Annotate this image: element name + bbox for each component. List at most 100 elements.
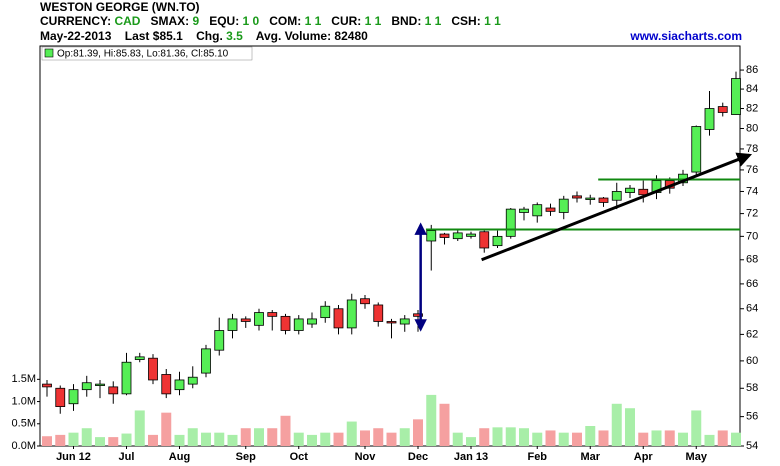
candle-body	[320, 305, 331, 319]
x-tick-label: Feb	[527, 451, 547, 463]
volume-bar	[598, 430, 609, 446]
volume-bar	[108, 437, 119, 446]
candle-body	[731, 78, 741, 115]
y-tick-label: 78	[746, 143, 758, 155]
volume-bar	[572, 432, 582, 446]
candle-body	[704, 108, 715, 130]
volume-bar	[134, 410, 145, 446]
stock-title: WESTON GEORGE (WN.TO)	[40, 0, 200, 14]
field-label: BND:	[391, 14, 422, 28]
legend-text: Op:81.39, Hi:85.83, Lo:81.36, Cl:85.10	[57, 49, 229, 60]
candle-body	[161, 374, 172, 395]
volume-bar	[240, 428, 251, 446]
field-label: CURRENCY:	[40, 14, 112, 28]
candle-body	[134, 356, 145, 360]
volume-bar	[611, 403, 622, 446]
candle-body	[42, 383, 52, 388]
candle-body	[214, 330, 225, 351]
x-tick-label: Mar	[580, 451, 600, 463]
x-tick-label: Sep	[236, 451, 256, 463]
candle-body	[280, 315, 291, 331]
field-value: 9	[192, 14, 200, 28]
candle-body	[293, 318, 304, 331]
field-value: CAD	[114, 14, 141, 28]
volume-bar	[95, 437, 105, 446]
volume-bar	[704, 434, 715, 446]
last-label: Last	[124, 29, 150, 43]
x-tick-label: Jul	[119, 451, 135, 463]
volume-bar	[121, 433, 132, 446]
x-tick-label: May	[686, 451, 708, 463]
candle-body	[148, 357, 158, 381]
candle-body	[240, 318, 251, 322]
candle-body	[519, 208, 529, 213]
field-value: 1 1	[304, 14, 322, 28]
quote-date: May-22-2013	[40, 29, 112, 43]
candle-body	[572, 195, 582, 199]
volume-bar	[280, 415, 291, 446]
field-value: 1 0	[242, 14, 260, 28]
volume-bar	[346, 421, 357, 446]
volume-bar	[161, 412, 172, 446]
y-tick-label: 80	[746, 122, 758, 134]
y-tick-label: 76	[746, 164, 758, 176]
site-link: www.siacharts.com	[630, 29, 742, 43]
x-tick-label: Aug	[169, 451, 190, 463]
volume-bar	[399, 428, 410, 446]
avg-label: Avg. Volume:	[255, 29, 332, 43]
candle-body	[227, 318, 238, 331]
candle-body	[399, 318, 410, 325]
volume-bar	[452, 432, 463, 446]
y-tick-label: 72	[746, 208, 758, 220]
volume-bar	[254, 428, 264, 446]
candle-body	[691, 126, 702, 173]
candle-body	[611, 191, 622, 201]
candle-body	[95, 383, 105, 387]
candle-body	[307, 318, 317, 325]
x-tick-label: Oct	[290, 451, 309, 463]
volume-bar	[267, 428, 278, 446]
volume-bar	[227, 434, 238, 446]
candle-body	[625, 187, 635, 193]
candle-body	[532, 204, 543, 217]
field-value: 1 1	[364, 14, 382, 28]
candle-body	[452, 232, 463, 240]
volume-bar	[81, 428, 92, 446]
volume-bar	[333, 432, 344, 446]
y-tick-label: 64	[746, 303, 758, 315]
candle-body	[545, 207, 556, 212]
candle-body	[68, 389, 79, 405]
last-value: $85.1	[152, 29, 183, 43]
volume-bar	[532, 432, 543, 446]
plot-frame	[39, 45, 741, 447]
y2-tick-label: 0.5M	[12, 418, 36, 430]
y-tick-label: 86	[746, 64, 758, 76]
candle-body	[492, 235, 503, 247]
volume-bar	[293, 432, 304, 446]
y-tick-label: 70	[746, 230, 758, 242]
y-tick-label: 82	[746, 102, 758, 114]
x-tick-label: Apr	[634, 451, 654, 463]
avg-value: 82480	[334, 29, 368, 43]
candle-body	[585, 197, 596, 200]
y-tick-label: 56	[746, 411, 758, 423]
legend-box	[41, 46, 253, 61]
volume-bar	[466, 437, 476, 446]
volume-bar	[439, 403, 450, 446]
candle-body	[466, 233, 476, 237]
volume-bar	[55, 434, 66, 446]
field-value: 1 1	[424, 14, 442, 28]
chg-label: Chg.	[196, 29, 223, 43]
candle-body	[558, 198, 569, 213]
field-label: CUR:	[331, 14, 362, 28]
candle-body	[346, 299, 357, 329]
y2-tick-label: 1.0M	[12, 395, 36, 407]
volume-bar	[42, 436, 52, 446]
y2-tick-label: 1.5M	[12, 373, 36, 385]
volume-bar	[307, 434, 317, 446]
candle-body	[81, 382, 92, 391]
volume-bar	[717, 430, 728, 446]
volume-bar	[678, 432, 688, 446]
y-tick-label: 74	[746, 185, 758, 197]
volume-bar	[360, 430, 370, 446]
